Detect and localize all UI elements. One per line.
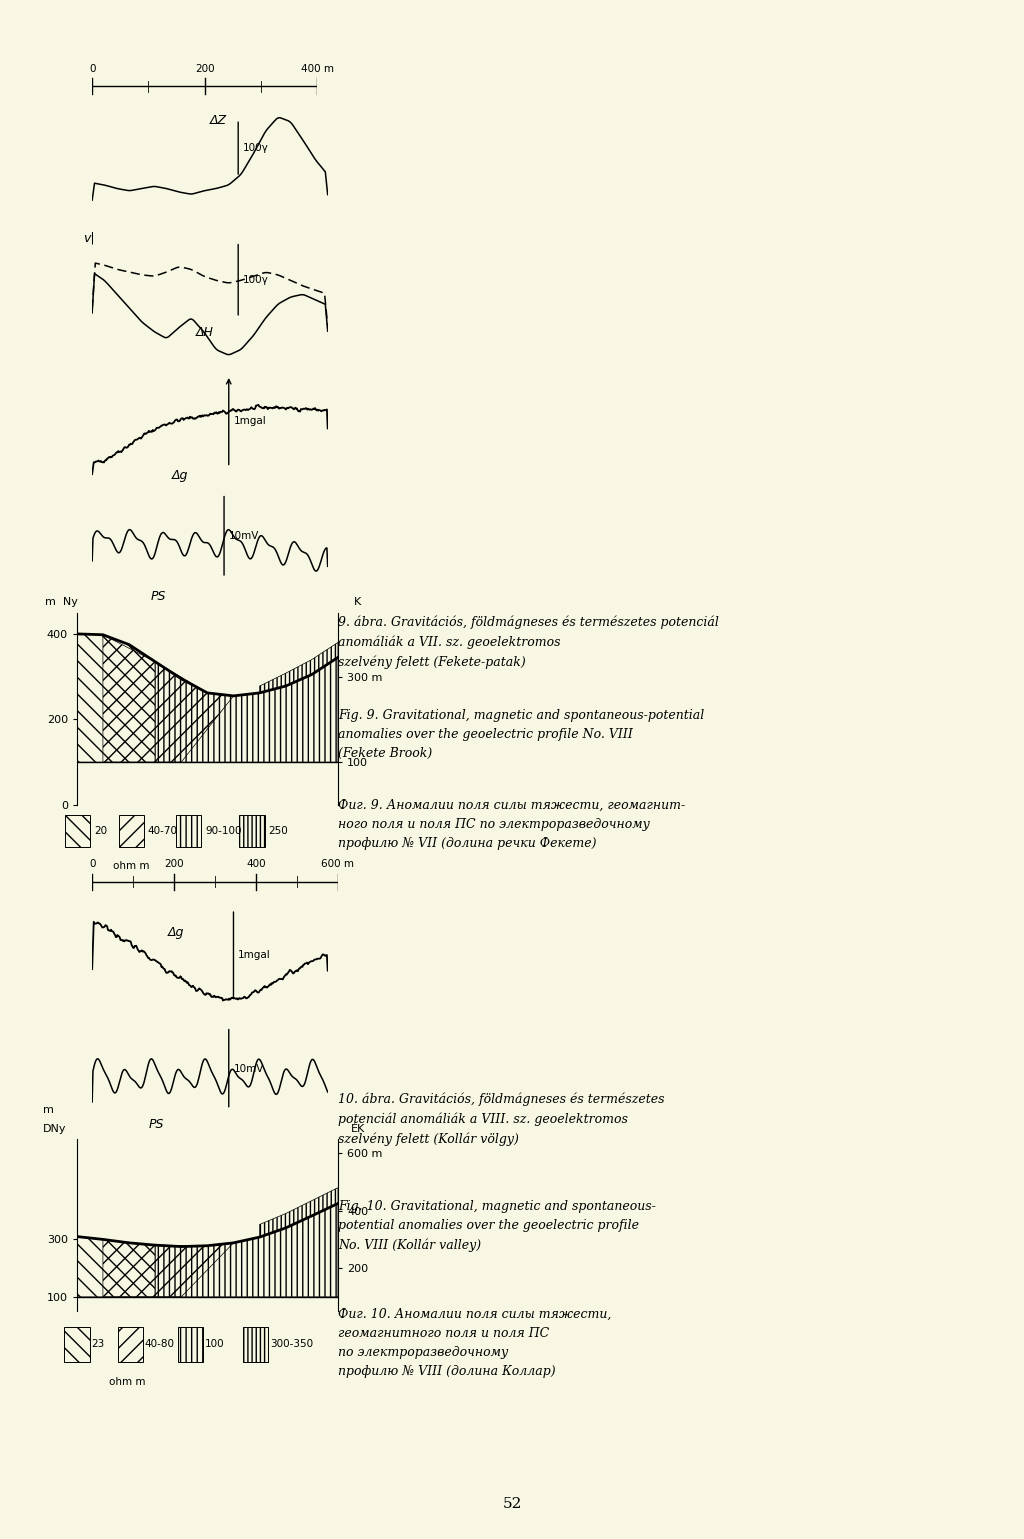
- Text: 0: 0: [89, 63, 95, 74]
- Text: Фиг. 10. Аномалии поля силы тяжести,
геомагнитного поля и поля ПС
по электроразв: Фиг. 10. Аномалии поля силы тяжести, гео…: [338, 1308, 611, 1377]
- Text: ΔZ: ΔZ: [210, 114, 227, 126]
- Text: 400 m: 400 m: [301, 63, 334, 74]
- Text: m: m: [43, 1105, 53, 1114]
- Text: Δg: Δg: [172, 469, 188, 482]
- Text: 100γ: 100γ: [243, 143, 268, 152]
- Text: 90-100: 90-100: [205, 826, 242, 836]
- Text: ohm m: ohm m: [109, 1377, 145, 1387]
- Text: ΔH: ΔH: [196, 326, 214, 339]
- Text: ÉK: ÉK: [351, 1123, 366, 1134]
- Text: v|: v|: [83, 232, 94, 245]
- Text: m  Ny: m Ny: [45, 597, 79, 606]
- Text: 9. ábra. Gravitációs, földmágneses és természetes potenciál
anomáliák a VII. sz.: 9. ábra. Gravitációs, földmágneses és te…: [338, 616, 719, 669]
- Text: 100γ: 100γ: [243, 275, 268, 285]
- Text: PS: PS: [148, 1117, 164, 1131]
- Text: 10. ábra. Gravitációs, földmágneses és természetes
potenciál anomáliák a VIII. s: 10. ábra. Gravitációs, földmágneses és t…: [338, 1093, 665, 1147]
- Text: 40-70: 40-70: [147, 826, 178, 836]
- Bar: [177, 1327, 203, 1362]
- Text: 40-80: 40-80: [144, 1339, 175, 1350]
- Text: 0: 0: [89, 859, 95, 870]
- Text: 200: 200: [195, 63, 215, 74]
- Text: 400: 400: [246, 859, 266, 870]
- Bar: [118, 1327, 143, 1362]
- Text: 600 m: 600 m: [322, 859, 354, 870]
- Text: 300-350: 300-350: [270, 1339, 313, 1350]
- Text: Fig. 10. Gravitational, magnetic and spontaneous-
potential anomalies over the g: Fig. 10. Gravitational, magnetic and spo…: [338, 1200, 655, 1253]
- Text: PS: PS: [152, 589, 167, 603]
- Text: 1mgal: 1mgal: [239, 951, 271, 960]
- Text: 1mgal: 1mgal: [233, 417, 266, 426]
- Bar: [243, 1327, 268, 1362]
- Text: 10mV: 10mV: [228, 531, 259, 542]
- Text: ohm m: ohm m: [113, 862, 150, 871]
- Text: 200: 200: [164, 859, 184, 870]
- Text: 100: 100: [205, 1339, 224, 1350]
- Text: 20: 20: [94, 826, 106, 836]
- Text: DNy: DNy: [43, 1123, 67, 1134]
- Text: Фиг. 9. Аномалии поля силы тяжести, геомагнит-
ного поля и поля ПС по электрораз: Фиг. 9. Аномалии поля силы тяжести, геом…: [338, 799, 685, 850]
- Bar: [65, 816, 90, 846]
- Text: Fig. 9. Gravitational, magnetic and spontaneous-potential
anomalies over the geo: Fig. 9. Gravitational, magnetic and spon…: [338, 709, 705, 760]
- Bar: [65, 1327, 90, 1362]
- Text: Δg: Δg: [168, 926, 184, 939]
- Text: K: K: [353, 597, 360, 606]
- Bar: [119, 816, 144, 846]
- Bar: [176, 816, 201, 846]
- Text: 250: 250: [268, 826, 288, 836]
- Text: 52: 52: [503, 1496, 521, 1511]
- Text: 10mV: 10mV: [233, 1063, 264, 1074]
- Bar: [240, 816, 264, 846]
- Text: 23: 23: [91, 1339, 104, 1350]
